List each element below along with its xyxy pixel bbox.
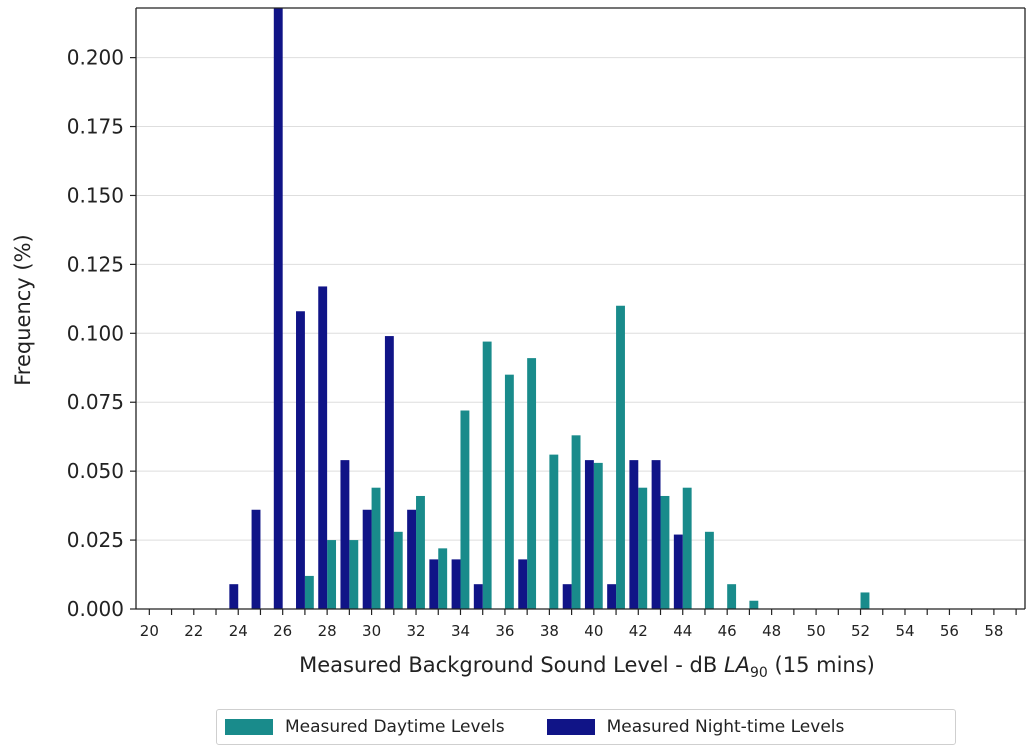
- bar-daytime: [704, 531, 714, 609]
- bar-nighttime: [651, 460, 661, 609]
- bar-daytime: [682, 487, 692, 609]
- bar-daytime: [660, 495, 670, 609]
- bar-daytime: [749, 600, 759, 609]
- bar-daytime: [460, 410, 470, 609]
- bar-nighttime: [318, 286, 328, 609]
- bar-nighttime: [251, 509, 261, 609]
- legend-entry-daytime: Measured Daytime Levels: [225, 717, 505, 737]
- x-axis-label-sub: 90: [750, 665, 768, 681]
- y-tick-label: 0.025: [67, 528, 124, 552]
- bar-nighttime: [629, 460, 639, 609]
- bar-nighttime: [296, 311, 305, 609]
- bar-daytime: [727, 584, 737, 609]
- bar-daytime: [349, 540, 359, 609]
- bar-daytime: [416, 495, 425, 609]
- x-tick-label: 20: [140, 622, 159, 640]
- bar-daytime: [327, 540, 337, 609]
- y-tick-label: 0.175: [67, 115, 124, 139]
- legend-swatch-daytime: [225, 719, 273, 735]
- bar-daytime: [860, 592, 870, 609]
- x-tick-label: 56: [940, 622, 959, 640]
- bar-daytime: [593, 462, 603, 609]
- bar-nighttime: [407, 509, 417, 609]
- x-tick-label: 52: [851, 622, 870, 640]
- bar-daytime: [549, 454, 559, 609]
- x-tick-label: 58: [984, 622, 1003, 640]
- x-axis-label: Measured Background Sound Level - dB LA9…: [299, 653, 875, 681]
- x-tick-label: 44: [673, 622, 692, 640]
- y-tick-label: 0.200: [67, 46, 124, 70]
- bar-nighttime: [584, 460, 594, 609]
- x-tick-label: 30: [362, 622, 381, 640]
- bar-nighttime: [673, 534, 683, 609]
- grid-lines: [136, 57, 1025, 541]
- bar-nighttime: [451, 559, 461, 609]
- bar-daytime: [527, 358, 537, 609]
- bar-nighttime: [340, 460, 350, 609]
- bar-nighttime: [273, 8, 283, 609]
- bars: [229, 8, 870, 609]
- ticks: 0.000 0.025 0.050 0.075 0.100 0.125 0.150 0.175…: [67, 46, 1017, 640]
- legend-swatch-nighttime: [546, 719, 595, 735]
- x-axis-label-tail: (15 mins): [768, 653, 875, 677]
- x-tick-label: 24: [229, 622, 248, 640]
- bar-nighttime: [229, 584, 239, 609]
- legend: Measured Daytime Levels Measured Night-t…: [216, 709, 956, 745]
- x-tick-label: 50: [807, 622, 826, 640]
- axes: [135, 7, 1026, 610]
- y-tick-label: 0.150: [67, 183, 124, 207]
- bar-nighttime: [473, 584, 483, 609]
- x-tick-label: 46: [718, 622, 737, 640]
- x-tick-label: 38: [540, 622, 559, 640]
- legend-entry-nighttime: Measured Night-time Levels: [546, 717, 845, 737]
- y-tick-label: 0.075: [67, 390, 124, 414]
- bar-nighttime: [607, 584, 617, 609]
- x-axis-label-main: Measured Background Sound Level - dB: [299, 653, 724, 677]
- x-tick-label: 22: [184, 622, 203, 640]
- x-tick-label: 36: [495, 622, 514, 640]
- x-tick-label: 54: [895, 622, 914, 640]
- x-tick-label: 28: [318, 622, 337, 640]
- legend-label-daytime: Measured Daytime Levels: [285, 717, 505, 737]
- bar-daytime: [571, 435, 581, 609]
- y-axis-label: Frequency (%): [11, 234, 35, 386]
- bar-nighttime: [362, 509, 372, 609]
- bar-daytime: [638, 487, 648, 609]
- y-tick-label: 0.000: [67, 597, 124, 621]
- bar-daytime: [393, 531, 403, 609]
- bar-daytime: [438, 548, 448, 609]
- legend-label-nighttime: Measured Night-time Levels: [606, 717, 845, 737]
- y-tick-label: 0.100: [67, 321, 124, 345]
- x-tick-label: 42: [629, 622, 648, 640]
- bar-daytime: [482, 341, 492, 609]
- bar-daytime: [304, 575, 314, 609]
- bar-daytime: [504, 374, 514, 609]
- y-tick-label: 0.125: [67, 252, 124, 276]
- x-tick-label: 26: [273, 622, 292, 640]
- x-tick-label: 32: [406, 622, 425, 640]
- bar-daytime: [616, 305, 625, 609]
- x-axis-label-italic: LA: [724, 653, 750, 677]
- bar-nighttime: [384, 336, 394, 609]
- x-tick-label: 40: [584, 622, 603, 640]
- bar-nighttime: [518, 559, 528, 609]
- x-tick-label: 48: [762, 622, 781, 640]
- chart: 0.000 0.025 0.050 0.075 0.100 0.125 0.150 0.175…: [11, 7, 1026, 681]
- x-tick-label: 34: [451, 622, 470, 640]
- bar-nighttime: [562, 584, 572, 609]
- y-tick-label: 0.050: [67, 459, 124, 483]
- bar-daytime: [371, 487, 381, 609]
- bar-nighttime: [429, 559, 439, 609]
